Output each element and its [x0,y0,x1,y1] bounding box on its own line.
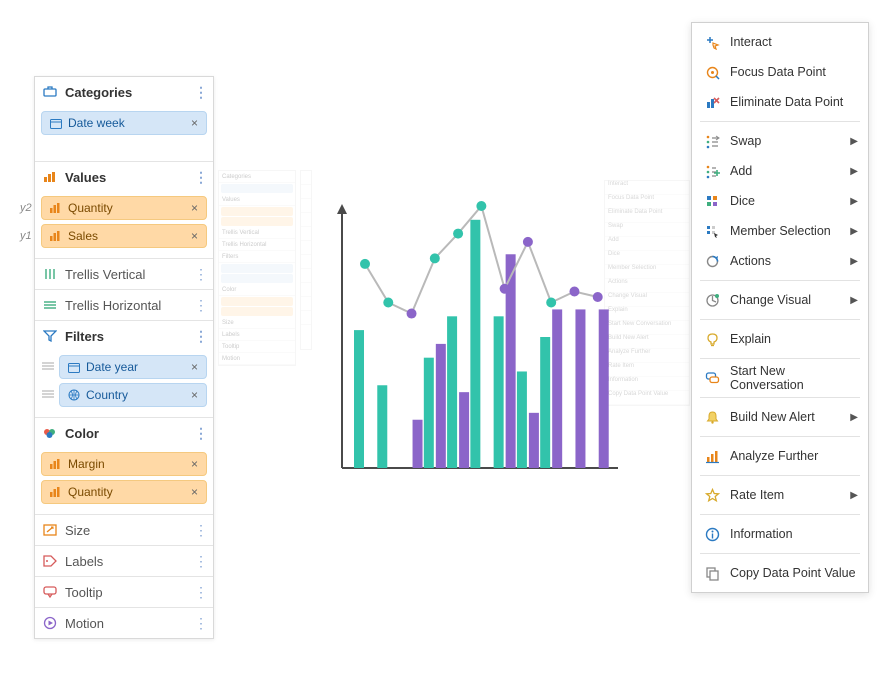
remove-icon[interactable] [187,116,202,130]
menu-member-selection[interactable]: Member Selection▶ [692,216,868,246]
labels-header[interactable]: Labels [35,546,213,576]
motion-header[interactable]: Motion [35,608,213,638]
submenu-arrow-icon: ▶ [850,166,858,177]
filter-row-icon [42,389,54,402]
alert-icon [702,410,722,425]
bars-icon [48,231,64,241]
menu-icon[interactable] [193,619,207,627]
trellis-vertical-icon [41,268,59,280]
info-icon [702,527,722,542]
menu-icon[interactable] [193,270,207,278]
submenu-arrow-icon: ▶ [850,295,858,306]
menu-icon[interactable] [193,301,207,309]
menu-icon[interactable] [193,332,207,340]
calendar-icon [66,362,82,373]
remove-icon[interactable] [187,360,202,374]
menu-dice[interactable]: Dice▶ [692,186,868,216]
context-menu: InteractFocus Data PointEliminate Data P… [691,22,869,593]
remove-icon[interactable] [187,485,202,499]
field-panel: Categories Date week Values y2 [34,76,214,639]
menu-rate-item[interactable]: Rate Item▶ [692,480,868,510]
menu-swap[interactable]: Swap▶ [692,126,868,156]
chart [320,198,618,478]
trellis-horizontal-icon [41,299,59,311]
tooltip-icon [41,586,59,598]
menu-build-new-alert[interactable]: Build New Alert▶ [692,402,868,432]
pill-quantity[interactable]: y2 Quantity [41,196,207,220]
color-icon [41,427,59,439]
values-menu-icon[interactable] [193,173,207,181]
explain-icon [702,332,722,347]
trellis-vertical-header[interactable]: Trellis Vertical [35,259,213,289]
color-header[interactable]: Color [35,418,213,448]
pill-date-year[interactable]: Date year [59,355,207,379]
submenu-arrow-icon: ▶ [850,196,858,207]
submenu-arrow-icon: ▶ [850,226,858,237]
filters-header[interactable]: Filters [35,321,213,351]
menu-icon[interactable] [193,588,207,596]
menu-icon[interactable] [193,526,207,534]
menu-focus-data-point[interactable]: Focus Data Point [692,57,868,87]
menu-add[interactable]: Add▶ [692,156,868,186]
pill-sales[interactable]: y1 Sales [41,224,207,248]
pill-date-week[interactable]: Date week [41,111,207,135]
menu-interact[interactable]: Interact [692,27,868,57]
calendar-icon [48,118,64,129]
menu-eliminate-data-point[interactable]: Eliminate Data Point [692,87,868,117]
remove-icon[interactable] [187,229,202,243]
motion-icon [41,616,59,630]
bars-icon [48,487,64,497]
analyze-icon [702,449,722,464]
categories-header[interactable]: Categories [35,77,213,107]
filter-icon [41,330,59,342]
tooltip-header[interactable]: Tooltip [35,577,213,607]
remove-icon[interactable] [187,388,202,402]
copy-icon [702,566,722,581]
add-icon [702,164,722,179]
categories-icon [41,86,59,98]
trellis-horizontal-header[interactable]: Trellis Horizontal [35,290,213,320]
menu-start-new-conversation[interactable]: Start New Conversation [692,363,868,393]
globe-icon [66,389,82,401]
actions-icon [702,254,722,269]
rate-icon [702,488,722,503]
values-icon [41,171,59,183]
menu-actions[interactable]: Actions▶ [692,246,868,276]
filter-row-icon [42,361,54,374]
menu-change-visual[interactable]: Change Visual▶ [692,285,868,315]
menu-copy-data-point-value[interactable]: Copy Data Point Value [692,558,868,588]
change-icon [702,293,722,308]
submenu-arrow-icon: ▶ [850,412,858,423]
swap-icon [702,134,722,149]
bars-icon [48,459,64,469]
bars-icon [48,203,64,213]
menu-analyze-further[interactable]: Analyze Further [692,441,868,471]
size-header[interactable]: Size [35,515,213,545]
member-icon [702,224,722,239]
interact-icon [702,35,722,50]
menu-information[interactable]: Information [692,519,868,549]
focus-icon [702,65,722,80]
remove-icon[interactable] [187,201,202,215]
values-header[interactable]: Values [35,162,213,192]
size-icon [41,524,59,536]
submenu-arrow-icon: ▶ [850,256,858,267]
pill-quantity-color[interactable]: Quantity [41,480,207,504]
values-title: Values [65,170,193,185]
categories-menu-icon[interactable] [193,88,207,96]
conversation-icon [702,371,722,386]
categories-title: Categories [65,85,193,100]
menu-explain[interactable]: Explain [692,324,868,354]
menu-icon[interactable] [193,429,207,437]
pill-country[interactable]: Country [59,383,207,407]
remove-icon[interactable] [187,457,202,471]
labels-icon [41,555,59,567]
submenu-arrow-icon: ▶ [850,136,858,147]
eliminate-icon [702,95,722,110]
pill-margin[interactable]: Margin [41,452,207,476]
menu-icon[interactable] [193,557,207,565]
dice-icon [702,194,722,209]
submenu-arrow-icon: ▶ [850,490,858,501]
